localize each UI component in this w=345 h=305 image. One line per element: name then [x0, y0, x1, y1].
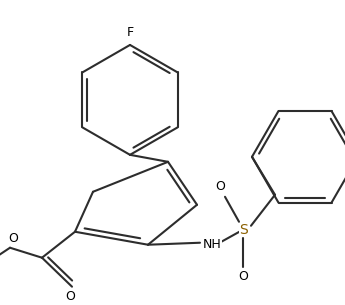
Text: O: O [65, 290, 75, 303]
Text: O: O [238, 270, 248, 283]
Text: S: S [239, 223, 247, 237]
Text: O: O [8, 232, 18, 245]
Text: O: O [215, 180, 225, 193]
Text: F: F [126, 27, 134, 39]
Text: NH: NH [203, 238, 222, 251]
